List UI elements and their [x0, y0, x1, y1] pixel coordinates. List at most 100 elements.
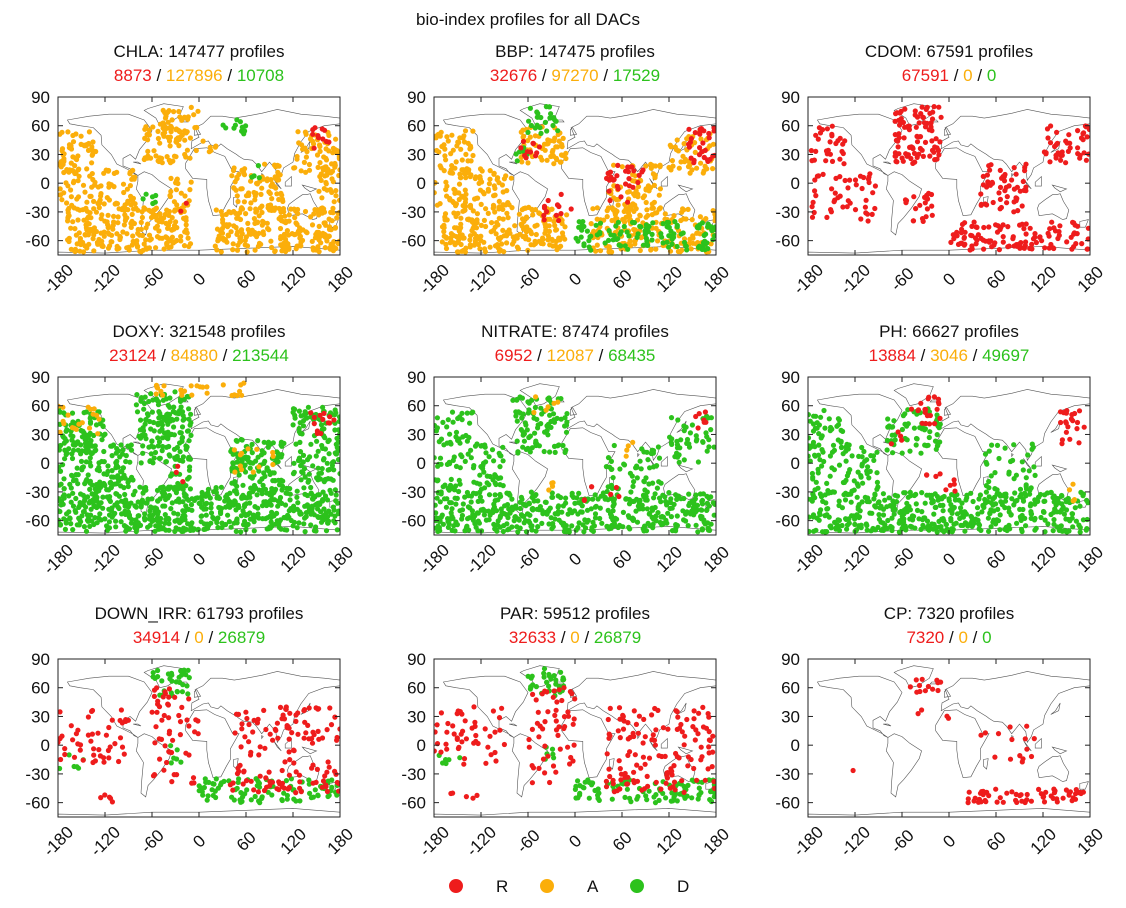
profile-point-D [612, 443, 617, 448]
profile-point-R [981, 247, 986, 252]
count-separator: / [954, 66, 963, 85]
profile-point-R [558, 211, 563, 216]
profile-point-A [214, 207, 219, 212]
profile-point-A [147, 233, 152, 238]
profile-point-D [611, 499, 616, 504]
profile-point-D [1085, 517, 1090, 522]
profile-point-D [326, 476, 331, 481]
profile-point-D [499, 506, 504, 511]
profile-point-A [125, 199, 130, 204]
profile-point-R [689, 156, 694, 161]
profile-point-R [1014, 172, 1019, 177]
profile-point-D [522, 439, 527, 444]
profile-point-D [204, 513, 209, 518]
profile-point-D [539, 411, 544, 416]
x-tick-label: 180 [1074, 263, 1107, 296]
profile-point-A [538, 155, 543, 160]
profile-point-R [625, 200, 630, 205]
profile-point-D [486, 482, 491, 487]
profile-point-R [556, 218, 561, 223]
profile-point-D [164, 435, 169, 440]
profile-point-A [78, 238, 83, 243]
profile-point-D [675, 523, 680, 528]
profile-point-A [63, 180, 68, 185]
profile-point-A [317, 160, 322, 165]
profile-point-A [704, 166, 709, 171]
profile-point-A [543, 224, 548, 229]
profile-point-A [469, 158, 474, 163]
profile-point-A [317, 224, 322, 229]
profile-point-D [277, 498, 282, 503]
profile-point-R [315, 431, 320, 436]
x-tick-label: 120 [653, 263, 686, 296]
profile-point-D [668, 496, 673, 501]
profile-point-D [509, 497, 514, 502]
profile-point-D [684, 425, 689, 430]
profile-point-D [453, 502, 458, 507]
profile-point-D [281, 441, 286, 446]
profile-point-R [986, 224, 991, 229]
profile-point-R [1069, 235, 1074, 240]
count-separator: / [973, 346, 982, 365]
profile-point-A [312, 207, 317, 212]
profile-point-D [79, 428, 84, 433]
profile-point-D [166, 528, 171, 533]
count-separator: / [227, 66, 236, 85]
profile-point-R [174, 470, 179, 475]
profile-point-R [828, 207, 833, 212]
profile-point-A [172, 154, 177, 159]
profile-point-D [115, 475, 120, 480]
profile-point-D [436, 524, 441, 529]
profile-point-R [320, 417, 325, 422]
profile-point-A [546, 487, 551, 492]
profile-point-D [504, 521, 509, 526]
profile-point-D [665, 220, 670, 225]
profile-point-D [704, 494, 709, 499]
profile-point-D [247, 510, 252, 515]
profile-point-A [173, 219, 178, 224]
profile-point-A [483, 206, 488, 211]
profile-point-D [257, 175, 262, 180]
profile-point-A [260, 219, 265, 224]
profile-point-R [872, 206, 877, 211]
profile-point-R [1048, 123, 1053, 128]
profile-point-R [830, 124, 835, 129]
profile-point-D [158, 516, 163, 521]
profile-point-A [675, 137, 680, 142]
profile-point-D [114, 459, 119, 464]
profile-point-R [1007, 244, 1012, 249]
y-tick-label: 0 [41, 174, 50, 193]
profile-point-D [703, 232, 708, 237]
profile-point-A [331, 239, 336, 244]
profile-point-D [535, 498, 540, 503]
profile-point-R [903, 151, 908, 156]
profile-point-R [606, 171, 611, 176]
profile-point-A [101, 171, 106, 176]
profile-point-A [276, 197, 281, 202]
profile-point-A [253, 191, 258, 196]
profile-point-D [709, 522, 714, 527]
profile-point-R [615, 163, 620, 168]
profile-point-D [326, 509, 331, 514]
profile-point-D [88, 441, 93, 446]
profile-point-D [172, 529, 177, 534]
profile-point-D [976, 521, 981, 526]
profile-point-A [128, 221, 133, 226]
profile-point-A [550, 238, 555, 243]
profile-point-R [912, 151, 917, 156]
profile-point-D [148, 523, 153, 528]
profile-point-A [91, 412, 96, 417]
profile-point-D [1017, 507, 1022, 512]
profile-point-D [494, 527, 499, 532]
profile-point-R [917, 120, 922, 125]
profile-point-D [123, 459, 128, 464]
profile-point-A [153, 207, 158, 212]
profile-point-D [450, 410, 455, 415]
profile-point-D [209, 510, 214, 515]
profile-point-A [315, 152, 320, 157]
profile-point-D [515, 419, 520, 424]
panel-title: BBP: 147475 profiles [495, 42, 655, 61]
profile-point-D [699, 508, 704, 513]
profile-point-A [293, 220, 298, 225]
profile-point-A [195, 109, 200, 114]
